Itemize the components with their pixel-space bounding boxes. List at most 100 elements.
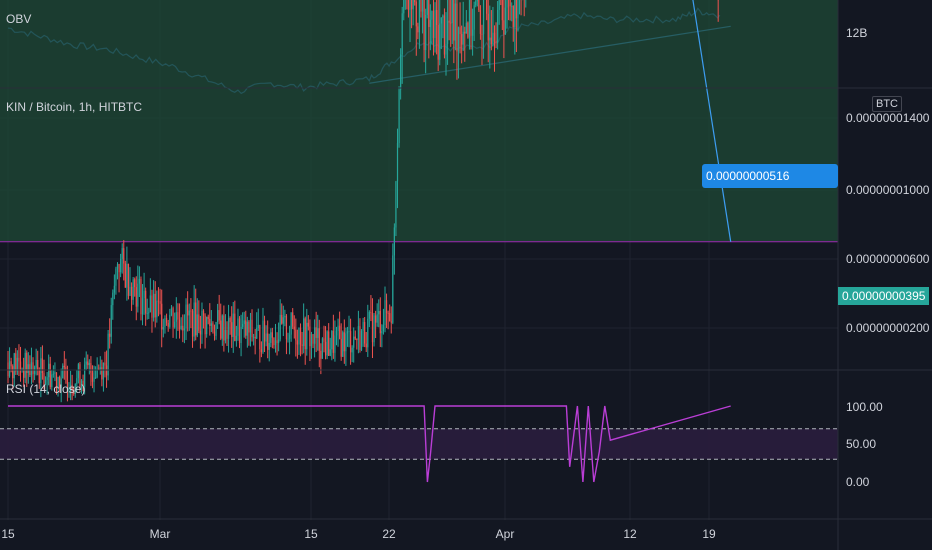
candle-body xyxy=(403,0,405,14)
obv-title: OBV xyxy=(6,12,32,26)
candle-body xyxy=(457,27,460,52)
candle-body xyxy=(265,333,267,342)
candle-body xyxy=(310,334,313,347)
candle-body xyxy=(68,391,70,393)
candle-body xyxy=(193,302,195,337)
x-tick-label: 12 xyxy=(623,527,637,541)
candle-body xyxy=(88,363,90,366)
measure-label[interactable]: 0.00000000516 (127.04% xyxy=(702,164,838,188)
candle-body xyxy=(509,0,511,7)
candle-body xyxy=(382,325,385,332)
candle-body xyxy=(104,362,106,366)
candle-body xyxy=(331,330,333,350)
candle-body xyxy=(412,0,414,10)
candle-body xyxy=(30,362,33,376)
candle-body xyxy=(245,320,247,336)
candle-body xyxy=(143,290,145,299)
candle-body xyxy=(271,332,273,338)
candle-body xyxy=(138,278,140,284)
candle-body xyxy=(514,0,516,28)
candle-body xyxy=(461,34,463,45)
candle-body xyxy=(226,330,228,339)
candle-body xyxy=(7,362,9,377)
candle-body xyxy=(137,283,139,307)
candle-body xyxy=(293,326,295,330)
candle-body xyxy=(307,322,309,327)
candle-body xyxy=(440,17,442,24)
candle-body xyxy=(209,318,211,326)
candle-body xyxy=(127,263,130,296)
candle-body xyxy=(465,22,467,34)
candle-body xyxy=(180,325,182,330)
candle-body xyxy=(141,298,144,315)
candle-body xyxy=(384,300,386,326)
candle-body xyxy=(267,333,269,350)
candle-body xyxy=(254,336,256,339)
candle-body xyxy=(130,286,133,300)
candle-body xyxy=(175,312,177,322)
candle-body xyxy=(432,10,435,38)
candle-body xyxy=(115,268,117,286)
rsi-band xyxy=(0,428,838,460)
candle-body xyxy=(79,364,81,389)
candle-body xyxy=(51,374,53,387)
candle-body xyxy=(110,305,112,337)
candle-body xyxy=(148,312,150,314)
candle-body xyxy=(454,3,456,41)
candle-body xyxy=(303,318,305,346)
price-pane xyxy=(0,0,838,403)
candle-body xyxy=(84,364,86,387)
candle-body xyxy=(95,377,97,379)
candle-body xyxy=(274,340,277,346)
candle-body xyxy=(149,295,151,313)
candle-body xyxy=(118,263,120,273)
candle-body xyxy=(8,361,11,377)
candle-body xyxy=(199,330,202,335)
candle-body xyxy=(231,322,233,337)
candle-body xyxy=(356,338,358,340)
candle-body xyxy=(223,315,225,341)
candle-body xyxy=(340,338,342,357)
candle-body xyxy=(116,263,119,269)
candle-body xyxy=(370,312,372,314)
candle-body xyxy=(426,0,428,15)
x-tick-label: Apr xyxy=(495,527,515,541)
candle-body xyxy=(74,384,76,395)
candle-body xyxy=(85,361,87,365)
candle-body xyxy=(102,362,105,380)
candle-body xyxy=(44,379,47,385)
candle-body xyxy=(478,0,480,11)
candle-body xyxy=(227,318,230,339)
candle-body xyxy=(235,335,237,341)
currency-tag[interactable]: BTC xyxy=(872,96,902,112)
candle-body xyxy=(287,338,289,340)
candle-body xyxy=(140,278,142,315)
candle-body xyxy=(259,324,261,350)
candle-body xyxy=(476,0,478,2)
candle-body xyxy=(40,358,42,384)
y-tick-label: 0.00000000200 xyxy=(846,321,930,335)
rsi-series-line xyxy=(8,405,731,483)
candle-body xyxy=(224,330,227,341)
candle-body xyxy=(396,142,399,182)
candle-body xyxy=(24,352,26,378)
candle-body xyxy=(323,338,325,342)
candle-body xyxy=(407,0,410,10)
candle-body xyxy=(371,313,374,343)
candle-body xyxy=(417,26,419,33)
candle-body xyxy=(281,314,283,324)
candle-body xyxy=(27,364,29,373)
candle-body xyxy=(220,320,222,339)
candle-body xyxy=(217,310,219,322)
candle-body xyxy=(107,333,109,376)
candle-body xyxy=(73,389,75,395)
candle-body xyxy=(400,54,402,90)
candle-body xyxy=(450,22,452,24)
rsi-tick-label: 0.00 xyxy=(846,475,870,489)
candle-body xyxy=(109,333,111,337)
candle-body xyxy=(221,315,223,339)
candle-body xyxy=(349,331,352,353)
x-tick-label: 15 xyxy=(1,527,15,541)
candle-body xyxy=(202,310,205,316)
